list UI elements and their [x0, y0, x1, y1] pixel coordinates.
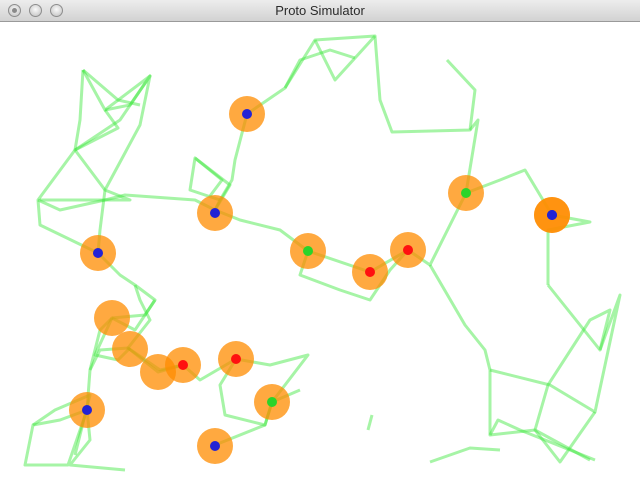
network-edges	[23, 34, 622, 472]
close-button[interactable]	[8, 4, 21, 17]
device-dot-h17	[547, 210, 557, 220]
edge-4	[283, 48, 356, 89]
edge-13	[188, 156, 232, 211]
edge-21	[429, 446, 501, 464]
device-dot-h5	[365, 267, 375, 277]
device-halo-h10[interactable]	[94, 300, 130, 336]
window-title: Proto Simulator	[275, 3, 365, 18]
device-dot-h13	[178, 360, 188, 370]
edge-14	[194, 156, 224, 197]
device-dot-h9	[82, 405, 92, 415]
edge-17	[428, 264, 597, 464]
edge-16	[464, 118, 480, 194]
edge-9	[74, 109, 120, 152]
device-halo-h11[interactable]	[112, 331, 148, 367]
edge-5	[36, 69, 152, 255]
edge-3	[313, 34, 377, 82]
edge-12	[298, 248, 410, 302]
title-bar[interactable]: Proto Simulator	[0, 0, 640, 22]
device-dot-h14	[231, 354, 241, 364]
zoom-button[interactable]	[50, 4, 63, 17]
edge-7	[40, 74, 152, 202]
device-dot-h6	[403, 245, 413, 255]
device-dot-h3	[93, 248, 103, 258]
device-dot-h16	[210, 441, 220, 451]
edge-2	[246, 34, 477, 134]
edge-26	[182, 353, 310, 447]
edge-10	[82, 68, 141, 107]
edge-19	[533, 308, 612, 462]
edge-11	[214, 192, 468, 274]
edge-22	[85, 251, 157, 411]
edge-20	[488, 418, 596, 462]
device-halos	[69, 96, 570, 464]
device-dot-h7	[461, 188, 471, 198]
edge-15	[465, 168, 592, 285]
minimize-button[interactable]	[29, 4, 42, 17]
device-dots	[82, 109, 557, 451]
device-dot-h2	[210, 208, 220, 218]
simulation-canvas[interactable]	[0, 22, 640, 502]
edge-18	[489, 284, 622, 414]
device-dot-h15	[267, 397, 277, 407]
edge-8	[37, 193, 216, 212]
edge-6	[73, 69, 107, 254]
close-icon	[12, 8, 17, 13]
device-dot-h4	[303, 246, 313, 256]
edge-31	[366, 414, 374, 431]
device-dot-h1	[242, 109, 252, 119]
edge-24	[23, 408, 126, 472]
